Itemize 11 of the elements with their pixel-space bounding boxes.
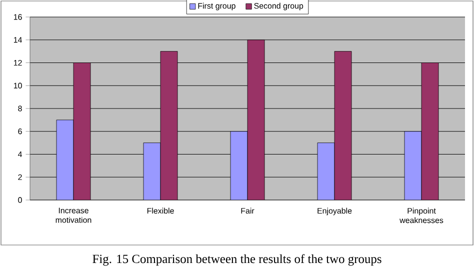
bar: [160, 51, 178, 200]
bar: [230, 131, 248, 200]
bar: [247, 40, 265, 200]
bar: [404, 131, 422, 200]
bar: [421, 62, 439, 200]
bar: [73, 62, 91, 200]
bar: [317, 142, 335, 200]
bar: [143, 142, 161, 200]
bar: [56, 120, 74, 200]
bar: [334, 51, 352, 200]
caption: Fig. 15 Comparison between the results of the two groups: [92, 254, 382, 266]
